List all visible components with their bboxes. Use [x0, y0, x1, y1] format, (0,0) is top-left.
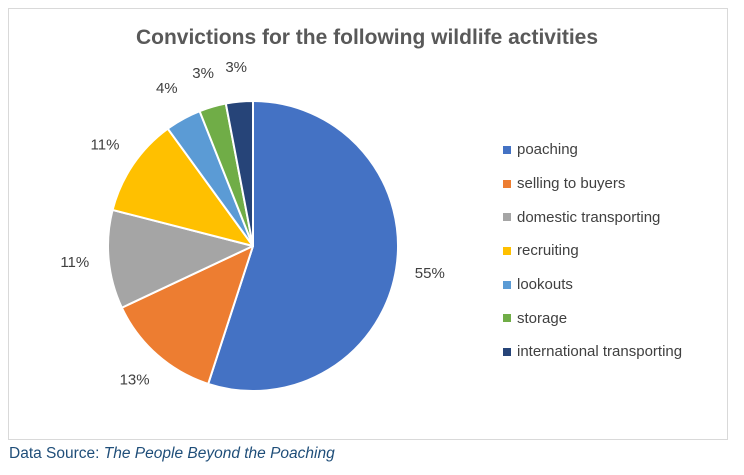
data-label-storage: 3% [192, 65, 214, 82]
legend-item-poaching: poaching [503, 133, 723, 167]
legend-swatch [503, 280, 511, 289]
legend-swatch [503, 347, 511, 356]
data-label-international-transporting: 3% [225, 59, 247, 76]
pie-slice-selling-to-buyers [120, 245, 254, 385]
data-label-poaching: 55% [415, 265, 445, 282]
legend-label: poaching [517, 141, 578, 159]
data-label-selling-to-buyers: 13% [120, 371, 150, 388]
pie-slice-domestic-transporting [107, 208, 254, 309]
legend-swatch [503, 246, 511, 255]
legend-swatch [503, 145, 511, 154]
data-source-title: The People Beyond the Poaching [103, 445, 335, 462]
chart-title: Convictions for the following wildlife a… [135, 26, 599, 49]
legend-item-lookouts: lookouts [503, 268, 723, 302]
pie-slices [107, 100, 399, 392]
legend-item-selling-to-buyers: selling to buyers [503, 167, 723, 201]
data-source-prefix: Data Source: [9, 445, 104, 462]
chart-legend: poaching selling to buyers domestic transp… [503, 133, 723, 369]
legend-label: recruiting [517, 242, 579, 260]
legend-swatch [503, 314, 511, 323]
legend-item-storage: storage [503, 301, 723, 335]
legend-swatch [503, 213, 511, 222]
data-label-domestic-transporting: 11% [60, 254, 89, 271]
data-label-recruiting: 11% [91, 136, 120, 153]
pie-data-labels: 55% 13% 11% 11% 4% 3% 3% [60, 59, 445, 388]
legend-label: international transporting [517, 343, 683, 361]
legend-swatch [503, 179, 511, 188]
data-label-lookouts: 4% [156, 80, 178, 97]
data-source-note: Data Source: The People Beyond the Poach… [9, 445, 335, 463]
legend-item-recruiting: recruiting [503, 234, 723, 268]
pie-slice-recruiting [111, 127, 254, 247]
legend-label: storage [517, 309, 568, 327]
legend-item-international-transporting: international transporting [503, 335, 723, 369]
legend-label: lookouts [517, 276, 573, 294]
legend-label: selling to buyers [517, 175, 626, 193]
legend-label: domestic transporting [517, 208, 661, 226]
legend-item-domestic-transporting: domestic transporting [503, 200, 723, 234]
pie-slice-international-transporting [224, 100, 254, 247]
pie-slice-poaching [207, 100, 399, 392]
